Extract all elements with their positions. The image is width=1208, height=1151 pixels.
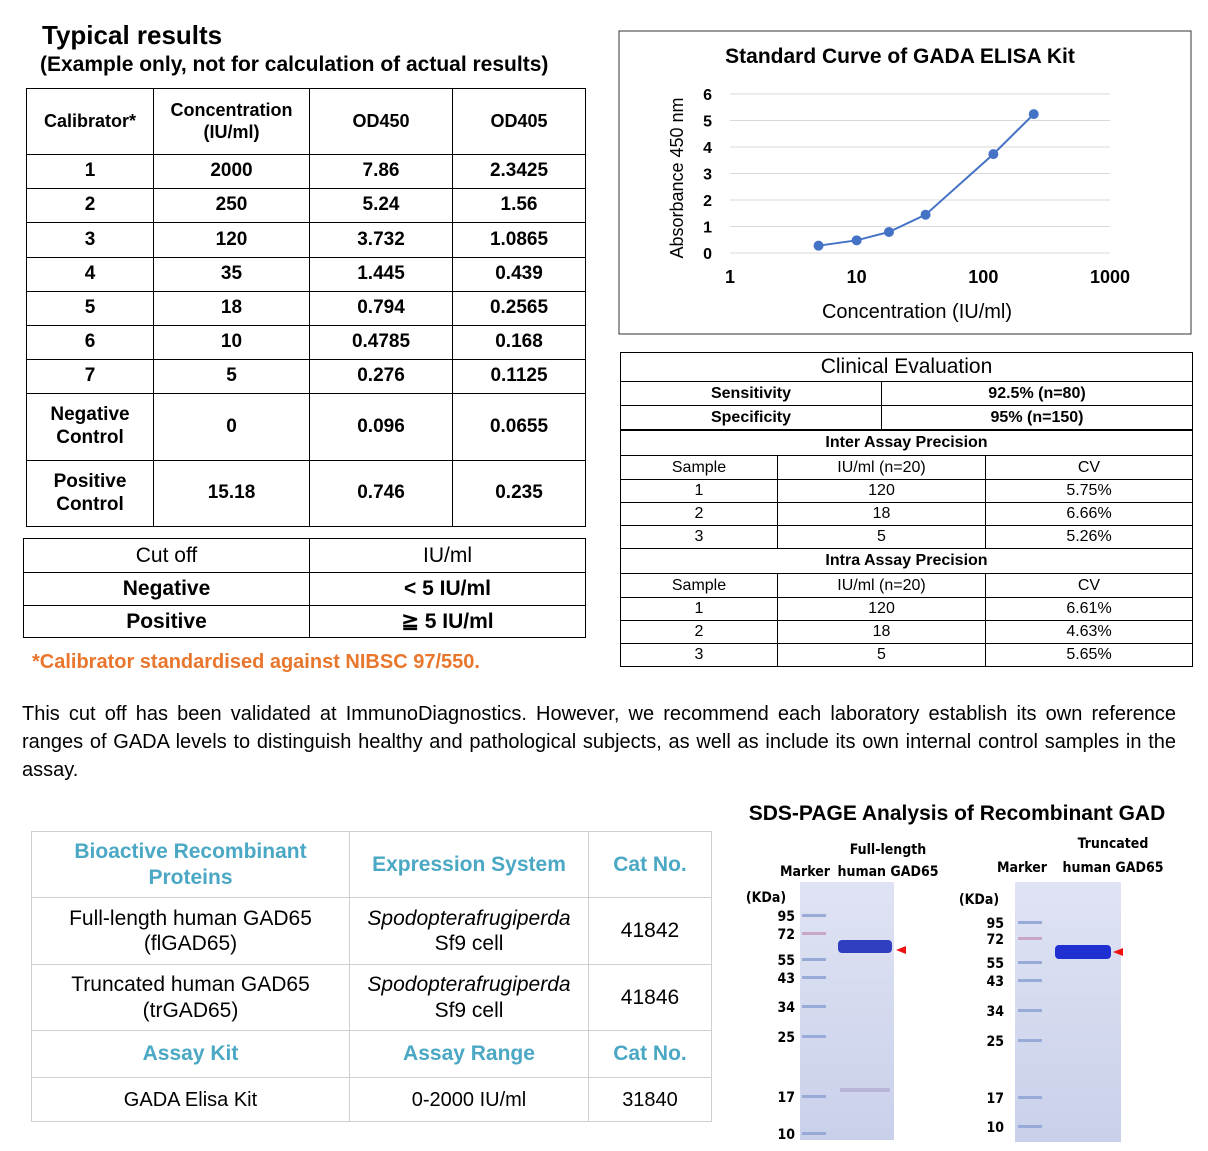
table-cell: ≧ 5 IU/ml (309, 605, 586, 638)
table-cell: 31840 (588, 1077, 712, 1122)
data-point (1028, 109, 1039, 120)
cell-line: Sf9 cell (434, 998, 504, 1022)
data-point (920, 209, 931, 220)
x-tick-label: 100 (968, 267, 998, 287)
table-cell: 0.235 (452, 460, 586, 527)
y-tick-label: 1 (703, 220, 712, 237)
heading: Typical results (42, 20, 223, 50)
x-tick-label: 1 (725, 267, 735, 287)
cell-line: Sf9 cell (434, 932, 504, 955)
data-point (851, 235, 862, 246)
table-cell: Bioactive Recombinant Proteins (31, 831, 350, 898)
y-tick-label: 0 (703, 246, 712, 263)
x-tick-label: 10 (847, 267, 867, 287)
footnote: *Calibrator standardised against NIBSC 9… (32, 651, 480, 673)
chart-frame (618, 30, 1192, 335)
data-point (813, 240, 824, 251)
y-tick-label: 5 (703, 114, 712, 131)
subheading: (Example only, not for calculation of ac… (40, 53, 549, 76)
y-tick-label: 2 (703, 193, 712, 210)
y-tick-label: 3 (703, 167, 712, 184)
species: Spodopterafrugiperda (367, 973, 571, 997)
table-cell: Negative Control (26, 393, 154, 461)
species: Spodopterafrugiperda (367, 906, 571, 930)
data-point (884, 226, 895, 237)
table-cell: 5.65% (985, 643, 1193, 667)
x-tick-label: 1000 (1090, 267, 1130, 287)
y-tick-label: 4 (703, 140, 712, 157)
y-tick-label: 6 (703, 87, 712, 104)
y-axis-label: Absorbance 450 nm (667, 97, 687, 258)
chart-title: Standard Curve of GADA ELISA Kit (725, 45, 1075, 68)
paragraph: This cut off has been validated at Immun… (22, 703, 1176, 781)
table-cell: 95% (n=150) (881, 405, 1193, 430)
data-point (988, 149, 999, 160)
data-line (818, 113, 1035, 247)
x-axis-label: Concentration (IU/ml) (822, 301, 1012, 323)
